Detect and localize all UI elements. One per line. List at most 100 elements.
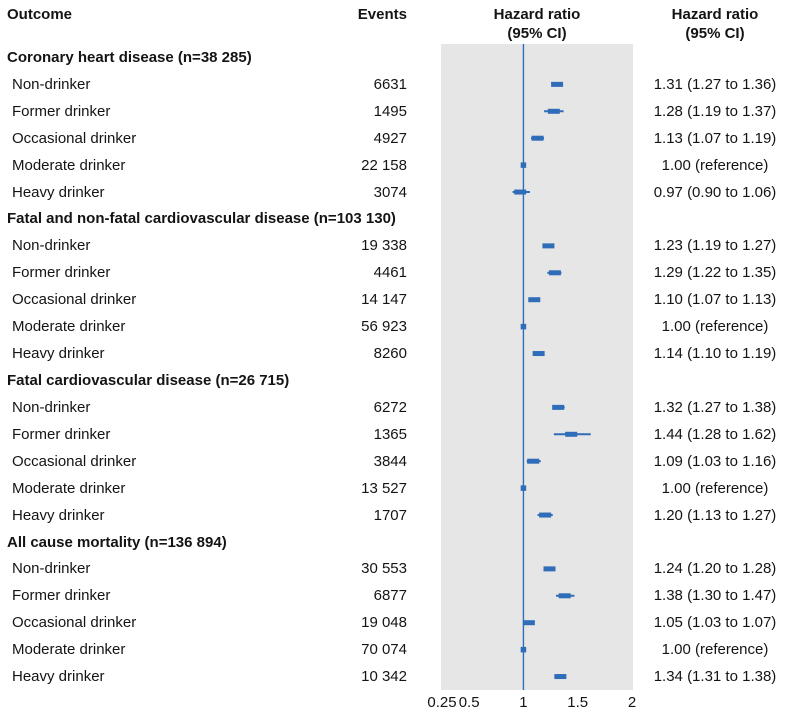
point-estimate-marker: [539, 512, 552, 518]
point-estimate-marker: [520, 162, 527, 168]
hazard-ratio-ci-text: 1.09 (1.03 to 1.16): [653, 452, 777, 470]
axis-tick-label: 1: [519, 694, 528, 711]
data-row: Occasional drinker 19 048 1.05 (1.03 to 1.…: [0, 609, 790, 636]
point-estimate-marker: [514, 189, 527, 195]
point-estimate-marker: [543, 566, 556, 572]
events-value: 4461: [373, 264, 407, 282]
group-header-row: Fatal and non-fatal cardiovascular disea…: [0, 206, 790, 233]
events-value: 8260: [373, 345, 407, 363]
ci-marker: [512, 189, 530, 195]
column-header-hazard-ratio-plot-line2: (95% CI): [507, 24, 567, 42]
data-row: Former drinker 1365 1.44 (1.28 to 1.62): [0, 421, 790, 448]
hazard-ratio-ci-text: 1.00 (reference): [661, 156, 769, 174]
hazard-ratio-ci-text: 1.38 (1.30 to 1.47): [653, 587, 777, 605]
events-value: 19 338: [361, 237, 407, 255]
axis-tick-label: 2: [627, 694, 637, 711]
axis-tick-label: 0.25: [427, 694, 457, 711]
outcome-label: Heavy drinker: [12, 183, 105, 201]
events-value: 10 342: [361, 668, 407, 686]
ci-marker: [552, 404, 565, 410]
column-header-events: Events: [357, 6, 407, 23]
events-value: 6877: [373, 587, 407, 605]
hazard-ratio-ci-text: 1.00 (reference): [661, 318, 769, 336]
point-estimate-marker: [527, 458, 540, 464]
data-row: Moderate drinker 56 923 1.00 (reference): [0, 313, 790, 340]
group-label: Fatal cardiovascular disease (n=26 715): [7, 372, 290, 390]
data-row: Heavy drinker 10 342 1.34 (1.31 to 1.38): [0, 663, 790, 690]
data-row: Former drinker 6877 1.38 (1.30 to 1.47): [0, 582, 790, 609]
group-label: Fatal and non-fatal cardiovascular disea…: [7, 210, 396, 228]
axis-tick-label: 0.5: [458, 694, 480, 711]
hazard-ratio-ci-text: 1.32 (1.27 to 1.38): [653, 398, 777, 416]
ci-marker: [520, 485, 527, 491]
data-row: Non-drinker 19 338 1.23 (1.19 to 1.27): [0, 232, 790, 259]
column-header-hazard-ratio-text: Hazard ratio (95% CI): [640, 6, 790, 44]
data-row: Heavy drinker 1707 1.20 (1.13 to 1.27): [0, 502, 790, 529]
ci-marker: [537, 512, 553, 518]
events-value: 1365: [373, 425, 407, 443]
hazard-ratio-ci-text: 1.29 (1.22 to 1.35): [653, 264, 777, 282]
group-header-row: All cause mortality (n=136 894): [0, 529, 790, 556]
hazard-ratio-ci-text: 1.28 (1.19 to 1.37): [653, 102, 777, 120]
data-row: Former drinker 1495 1.28 (1.19 to 1.37): [0, 98, 790, 125]
outcome-label: Occasional drinker: [12, 614, 137, 632]
hazard-ratio-ci-text: 1.24 (1.20 to 1.28): [653, 560, 777, 578]
group-header-row: Fatal cardiovascular disease (n=26 715): [0, 367, 790, 394]
hazard-ratio-ci-text: 1.20 (1.13 to 1.27): [653, 506, 777, 524]
forest-plot-canvas: [512, 44, 591, 690]
outcome-label: Heavy drinker: [12, 668, 105, 686]
ci-marker: [532, 351, 545, 357]
hazard-ratio-ci-text: 1.10 (1.07 to 1.13): [653, 291, 777, 309]
plot-background: [441, 44, 633, 690]
ci-marker: [543, 566, 556, 572]
events-value: 56 923: [361, 318, 407, 336]
outcome-label: Former drinker: [12, 587, 111, 605]
events-value: 14 147: [361, 291, 407, 309]
events-value: 6631: [373, 75, 407, 93]
table-rows: Coronary heart disease (n=38 285) Non-dri…: [0, 44, 790, 690]
point-estimate-marker: [558, 593, 571, 599]
data-row: Occasional drinker 3844 1.09 (1.03 to 1.16…: [0, 448, 790, 475]
data-row: Moderate drinker 13 527 1.00 (reference): [0, 475, 790, 502]
hazard-ratio-ci-text: 1.44 (1.28 to 1.62): [653, 425, 777, 443]
column-header-hazard-ratio-plot: Hazard ratio (95% CI): [441, 6, 633, 44]
point-estimate-marker: [520, 485, 527, 491]
outcome-label: Former drinker: [12, 264, 111, 282]
events-value: 4927: [373, 129, 407, 147]
data-row: Occasional drinker 14 147 1.10 (1.07 to 1.…: [0, 286, 790, 313]
data-row: Heavy drinker 3074 0.97 (0.90 to 1.06): [0, 179, 790, 206]
ci-marker: [556, 593, 575, 599]
outcome-label: Non-drinker: [12, 560, 91, 578]
outcome-label: Moderate drinker: [12, 318, 126, 336]
outcome-label: Non-drinker: [12, 398, 91, 416]
point-estimate-marker: [520, 646, 527, 653]
ci-marker: [553, 431, 591, 437]
outcome-label: Former drinker: [12, 425, 111, 443]
events-value: 13 527: [361, 479, 407, 497]
x-axis-tick-labels: 0.25 0.5 1 1.5 2: [427, 694, 636, 714]
outcome-label: Heavy drinker: [12, 506, 105, 524]
point-estimate-marker: [531, 135, 544, 141]
events-value: 70 074: [361, 641, 407, 659]
ci-marker: [520, 646, 527, 653]
outcome-label: Non-drinker: [12, 237, 91, 255]
outcome-label: Occasional drinker: [12, 452, 137, 470]
data-row: Moderate drinker 22 158 1.00 (reference): [0, 152, 790, 179]
outcome-label: Moderate drinker: [12, 479, 126, 497]
ci-marker: [554, 674, 567, 680]
outcome-label: Non-drinker: [12, 75, 91, 93]
column-header-outcome: Outcome: [7, 6, 73, 23]
hazard-ratio-ci-text: 0.97 (0.90 to 1.06): [653, 183, 777, 201]
outcome-label: Occasional drinker: [12, 129, 137, 147]
ci-marker: [526, 458, 541, 464]
ci-marker: [522, 620, 535, 626]
ci-marker: [528, 297, 541, 303]
ci-marker: [520, 162, 527, 168]
ci-marker: [547, 270, 562, 276]
hazard-ratio-ci-text: 1.23 (1.19 to 1.27): [653, 237, 777, 255]
point-estimate-marker: [547, 108, 560, 114]
events-value: 22 158: [361, 156, 407, 174]
outcome-label: Occasional drinker: [12, 291, 137, 309]
point-estimate-marker: [554, 674, 567, 680]
